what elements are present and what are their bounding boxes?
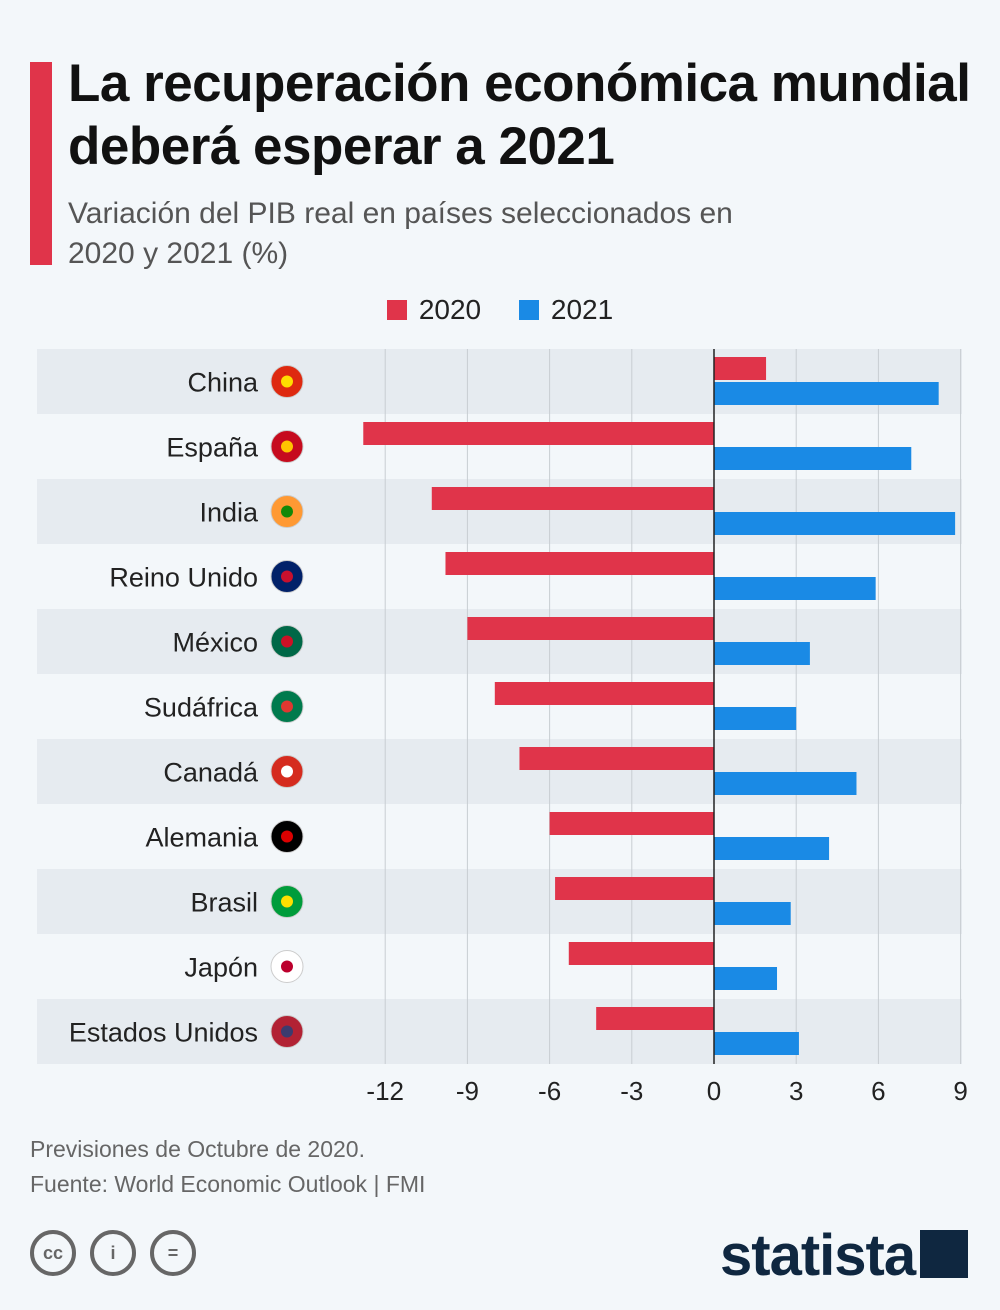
bar-2020 [549, 812, 714, 835]
page-title: La recuperación económica mundial deberá… [68, 54, 971, 176]
bar-2020 [467, 617, 714, 640]
flag-icon-detail [281, 505, 293, 518]
bar-2021 [714, 512, 956, 535]
bar-2021 [714, 772, 857, 795]
category-label: Sudáfrica [144, 693, 259, 723]
source: Fuente: World Economic Outlook | FMI [30, 1171, 426, 1197]
legend-swatch-2020 [386, 300, 407, 320]
flag-icon-detail [281, 960, 293, 973]
legend-swatch-2021 [518, 300, 539, 320]
bar-2021 [714, 837, 830, 860]
row-band [37, 999, 962, 1064]
flag-icon-detail [281, 440, 293, 453]
legend-label-2021: 2021 [550, 294, 614, 325]
legend-item-2020: 2020 [386, 294, 482, 326]
flag-icon-detail [281, 1025, 293, 1038]
statista-logo: statista [720, 1223, 916, 1288]
cc-icon[interactable]: cc [30, 1230, 76, 1276]
flag-icon-detail [281, 635, 293, 648]
statista-logo-mark [920, 1230, 968, 1278]
x-tick-label: 0 [707, 1076, 721, 1106]
category-label: España [166, 433, 259, 463]
no-derivatives-icon[interactable]: = [150, 1230, 196, 1276]
category-label: Reino Unido [109, 563, 258, 593]
bar-2020 [363, 422, 714, 445]
bar-2021 [714, 382, 939, 405]
bar-2021 [714, 707, 797, 730]
flag-icon-detail [281, 700, 293, 713]
x-tick-label: 3 [789, 1076, 803, 1106]
category-label: Japón [184, 953, 258, 983]
bar-2021 [714, 642, 810, 665]
category-label: Brasil [190, 888, 258, 918]
category-label: Alemania [145, 823, 259, 853]
bar-2020 [445, 552, 714, 575]
footnote: Previsiones de Octubre de 2020. [30, 1136, 365, 1162]
bar-2020 [714, 357, 767, 380]
x-tick-label: 6 [871, 1076, 885, 1106]
legend-item-2021: 2021 [518, 294, 614, 326]
flag-icon-detail [281, 375, 293, 388]
bar-2021 [714, 447, 912, 470]
bar-2021 [714, 1032, 799, 1055]
bar-2020 [596, 1007, 714, 1030]
accent-bar [30, 62, 52, 265]
category-label: México [172, 628, 258, 658]
legend-label-2020: 2020 [418, 294, 482, 325]
category-label: China [187, 368, 259, 398]
x-tick-label: 9 [953, 1076, 967, 1106]
legend: 2020 2021 [0, 294, 1000, 327]
flag-icon-detail [281, 765, 293, 778]
x-tick-label: -3 [620, 1076, 643, 1106]
x-tick-label: -12 [366, 1076, 404, 1106]
bar-2020 [494, 682, 714, 705]
bar-2021 [714, 967, 778, 990]
flag-icon-detail [281, 570, 293, 583]
flag-icon-detail [281, 830, 293, 843]
x-tick-label: -6 [538, 1076, 561, 1106]
header: La recuperación económica mundial deberá… [68, 52, 993, 274]
bar-2021 [714, 902, 791, 925]
bar-2020 [568, 942, 714, 965]
category-label: Canadá [163, 758, 259, 788]
bar-2021 [714, 577, 876, 600]
subtitle: Variación del PIB real en países selecci… [68, 197, 733, 270]
row-band [37, 869, 962, 934]
bar-2020 [519, 747, 714, 770]
attribution-icon[interactable]: i [90, 1230, 136, 1276]
bar-chart: -12 -9 -6 -3 0 3 6 9 China España India Reino Unido… [37, 349, 968, 1106]
bar-2020 [555, 877, 714, 900]
flag-icon-detail [281, 895, 293, 908]
category-label: India [199, 498, 259, 528]
category-label: Estados Unidos [69, 1018, 258, 1048]
bar-2020 [431, 487, 714, 510]
x-tick-label: -9 [456, 1076, 479, 1106]
